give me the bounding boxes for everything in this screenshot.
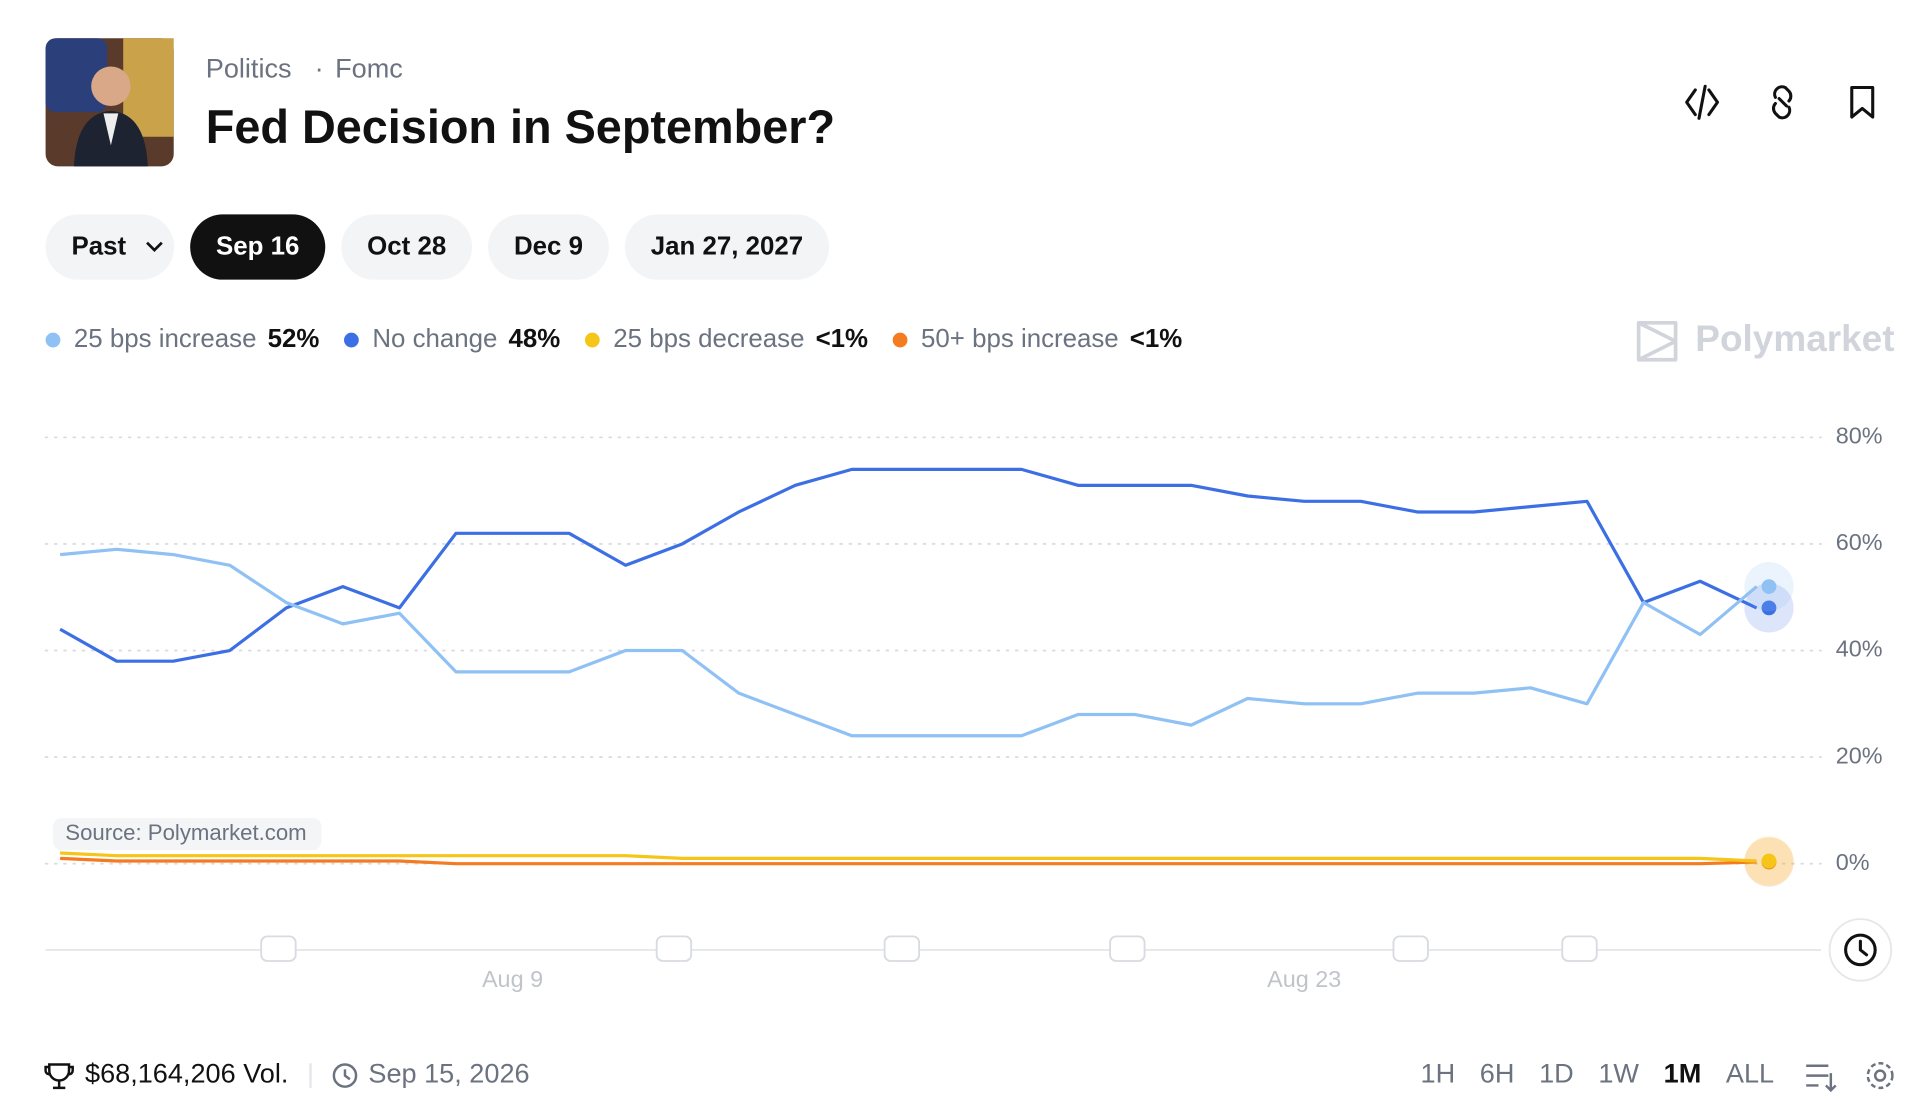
x-tick-label: Aug 9 [482,966,543,992]
separator: · [315,52,324,83]
volume: $68,164,206 Vol. [85,1058,288,1089]
series-line [60,851,1757,863]
range-option[interactable]: ALL [1726,1058,1774,1089]
breadcrumb[interactable]: Fomc [335,52,403,83]
y-tick-label: 20% [1836,742,1883,768]
legend-name: 25 bps increase [74,325,257,353]
legend-name: 25 bps decrease [613,325,804,353]
range-option[interactable]: 1H [1421,1058,1456,1089]
source-label: Source: Polymarket.com [65,820,306,845]
range-option[interactable]: 1W [1598,1058,1639,1089]
legend-value: <1% [816,325,868,353]
market-title: Fed Decision in September? [206,101,835,153]
tab-background [488,214,609,280]
legend-dot [45,332,61,348]
endpoint-dot [1761,600,1777,616]
source-background [52,818,322,851]
y-tick-label: 60% [1836,529,1883,555]
y-tick-label: 40% [1836,636,1883,662]
y-tick-label: 0% [1836,849,1870,875]
legend-name: 50+ bps increase [921,325,1119,353]
range-selector: ALL 1M 1W 1D 6H 1H [1421,1058,1775,1089]
tab-background [624,214,830,280]
tab-background [45,214,175,280]
series-line [59,467,1758,663]
range-option[interactable]: 6H [1480,1058,1515,1089]
legend-value: 52% [268,325,320,353]
tab-background [341,214,473,280]
x-tick-label: Aug 23 [1267,966,1341,992]
trophy-icon [44,1063,74,1090]
date-tab[interactable]: Jan 27, 2027 [624,214,830,280]
y-tick-label: 80% [1836,423,1883,449]
series-line [59,547,1758,738]
brand-name: Polymarket [1695,318,1894,359]
range-option[interactable]: 1M [1664,1058,1702,1089]
tab-label: Dec 9 [514,232,583,260]
clock-icon [332,1063,358,1088]
date-tab[interactable]: Oct 28 [341,214,473,280]
legend-value: 48% [509,325,561,353]
tab-label: Past [71,232,126,260]
brand: Polymarket [1636,318,1895,362]
endpoint-dot [1761,853,1777,869]
history-button[interactable] [1828,918,1893,982]
date-tab[interactable]: Past [45,214,175,280]
breadcrumb[interactable]: Politics [206,52,292,83]
legend: 25 bps increase 52% No change 48% 25 bps dec… [45,325,1182,353]
link-icon[interactable] [1772,85,1793,120]
legend-dot [892,332,908,348]
range-option[interactable]: 1D [1539,1058,1574,1089]
chart: 0% 20% 40% 60% 80% Aug 9 Aug 23 Source: Polymar… [44,423,1883,992]
legend-dot [343,332,359,348]
chevron [146,241,163,253]
date-tab[interactable]: Sep 16 [190,214,326,280]
tab-background [190,214,326,280]
legend-dot [584,332,600,348]
settings-icon[interactable] [1866,1062,1894,1090]
tab-label: Oct 28 [367,232,446,260]
series-line [60,856,1757,866]
embed-icon[interactable] [1685,84,1720,120]
endpoint-dot [1761,579,1777,594]
legend-name: No change [372,325,497,353]
end-date: Sep 15, 2026 [368,1058,529,1089]
tab-label: Jan 27, 2027 [651,232,803,260]
sort-icon[interactable] [1806,1064,1837,1093]
tab-label: Sep 16 [216,232,299,260]
date-tabs: Past Sep 16 Oct 28 Dec 9 Jan 27, 2027 [45,214,830,280]
date-tab[interactable]: Dec 9 [488,214,609,280]
timeline-markers [260,935,1598,962]
market-image [45,38,174,167]
bookmark-icon[interactable] [1850,85,1875,119]
legend-value: <1% [1130,325,1182,353]
